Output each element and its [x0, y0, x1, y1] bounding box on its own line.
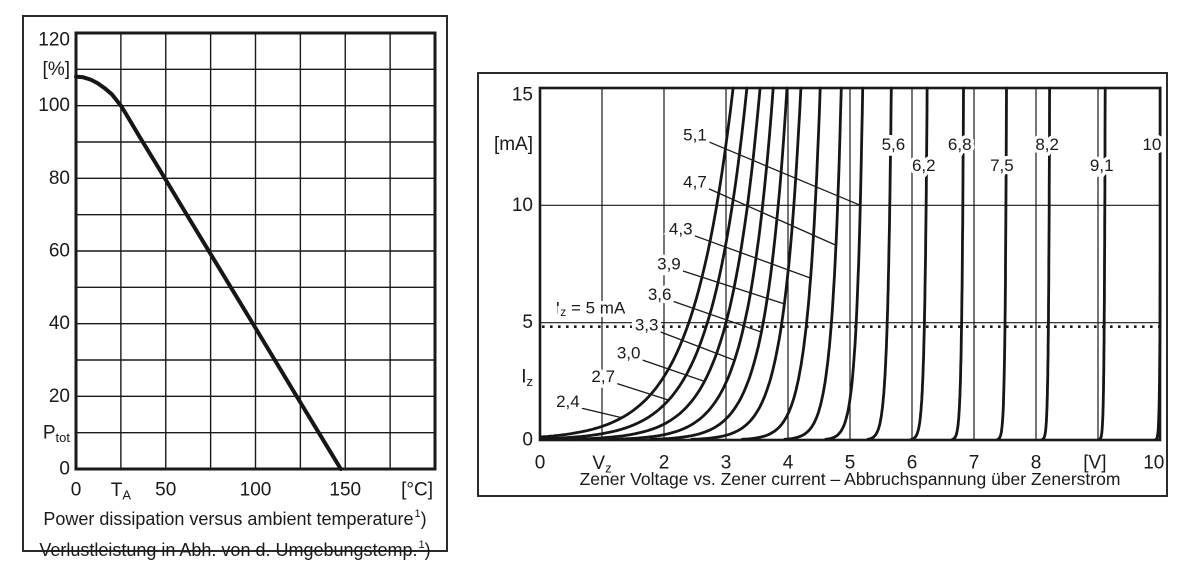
x-tick-label: 5: [845, 453, 856, 474]
zener-curve-label: 10: [1142, 135, 1161, 154]
zener-curve-label: 6,2: [912, 156, 936, 175]
x-tick-label: 7: [969, 453, 980, 474]
y-tick-label: 10: [512, 195, 533, 216]
zener-curve-label: 3,9: [657, 255, 681, 274]
x-tick-label: 2: [659, 453, 670, 474]
zener-curve-label: 3,6: [648, 285, 672, 304]
y-tick-label: 60: [49, 241, 70, 262]
zener-curve-label: 9,1: [1090, 156, 1114, 175]
zener-curve-label: 3,0: [617, 344, 641, 363]
x-tick-label: 50: [155, 480, 176, 501]
x-tick-label: 3: [721, 453, 732, 474]
zener-curve-4,7: [783, 86, 843, 441]
plot-border: [74, 31, 437, 471]
zener-curve-3,6: [649, 86, 789, 441]
power-derating-chart: 120 [%] 100 80 60 40 20 Ptot 0 0 TA 50 100 150 [°C] Po…: [22, 15, 448, 560]
x-tick-label: [°C]: [401, 480, 433, 501]
zener-curve-3,3: [608, 86, 775, 441]
grid: [76, 33, 435, 469]
zener-curve-label: 8,2: [1035, 135, 1059, 154]
zener-curve-label: 2,7: [591, 367, 615, 386]
y-tick-label: 80: [49, 168, 70, 189]
zener-curve-4,3: [740, 86, 822, 441]
grid: [540, 88, 1160, 440]
y-tick-label: 0: [59, 459, 70, 480]
zener-curve-label: 4,3: [669, 219, 693, 238]
zener-curve-label: 4,7: [683, 172, 707, 191]
x-tick-label: 0: [535, 453, 546, 474]
zener-curve-2,4: [540, 86, 735, 439]
caption-en: Power dissipation versus ambient tempera…: [43, 508, 427, 529]
x-tick-label: Vz: [592, 453, 611, 476]
zener-curve-7,5: [996, 86, 1008, 441]
zener-curve-5,6: [866, 86, 893, 441]
iz-5ma-annotation: Iz = 5 mA: [556, 298, 626, 319]
zener-curves: [539, 86, 1162, 441]
zener-curve-6,2: [910, 86, 929, 441]
y-tick-label: [mA]: [494, 134, 533, 155]
zener-curves-plot: 2,4 2,73,0 3,3 3,6 3,9 4,3 4,7 5,1 5,6 6,2 6,8 7,5 8…: [494, 85, 1165, 476]
zener-curve-label: 5,1: [683, 125, 707, 144]
zener-curve-5,1: [824, 86, 865, 441]
y-tick-label: [%]: [43, 59, 70, 80]
zener-curve-label: 2,4: [556, 392, 580, 411]
x-tick-label: 4: [783, 453, 794, 474]
zener-curve-8,2: [1041, 86, 1051, 441]
zener-curve-label: 3,3: [635, 316, 659, 335]
y-tick-label: 5: [522, 312, 533, 333]
zener-curve-3,0: [563, 86, 762, 441]
y-tick-label: 40: [49, 313, 70, 334]
power-derating-caption: Power dissipation versus ambient tempera…: [24, 502, 446, 564]
label-leader-lines: [581, 141, 861, 419]
y-tick-label: 15: [512, 85, 533, 106]
x-tick-label: TA: [111, 480, 132, 503]
zener-curve-label: 6,8: [948, 135, 972, 154]
x-tick-label: 10: [1143, 453, 1164, 474]
x-tick-label: 6: [907, 453, 918, 474]
caption-de: Verlustleistung in Abh. von d. Umgebungs…: [39, 539, 431, 560]
x-tick-label: [V]: [1083, 453, 1106, 474]
x-tick-label: 0: [71, 480, 82, 501]
x-tick-label: 150: [329, 480, 361, 501]
y-tick-label: 120: [38, 30, 70, 51]
y-tick-label: 20: [49, 386, 70, 407]
zener-curve-3,9: [690, 86, 803, 441]
zener-curve-10: [1154, 86, 1162, 441]
x-tick-label: 100: [240, 480, 272, 501]
zener-curves-chart: 2,4 2,7 3,0 3,3 3,6 3,9 4,3 4,7 5,1 5,6 6,2 6,8 7,5 8…: [477, 72, 1168, 497]
x-tick-label: 8: [1031, 453, 1042, 474]
zener-curve-label: 5,6: [882, 135, 906, 154]
derating-curve: [74, 74, 343, 471]
zener-curve-9,1: [1098, 86, 1107, 441]
zener-curve-6,8: [951, 86, 965, 441]
zener-curve-2,7: [539, 86, 749, 441]
power-derating-plot: 120 [%] 100 80 60 40 20 Ptot 00 TA 50 100 150 [°C]: [38, 30, 437, 503]
zener-curves-caption: Zener Voltage vs. Zener current – Abbruc…: [579, 469, 1121, 489]
zener-curve-label: 7,5: [990, 156, 1014, 175]
y-tick-label: Ptot: [43, 422, 71, 445]
y-tick-label: 100: [38, 95, 70, 116]
y-tick-label: Iz: [521, 366, 533, 389]
y-tick-label: 0: [522, 430, 533, 451]
